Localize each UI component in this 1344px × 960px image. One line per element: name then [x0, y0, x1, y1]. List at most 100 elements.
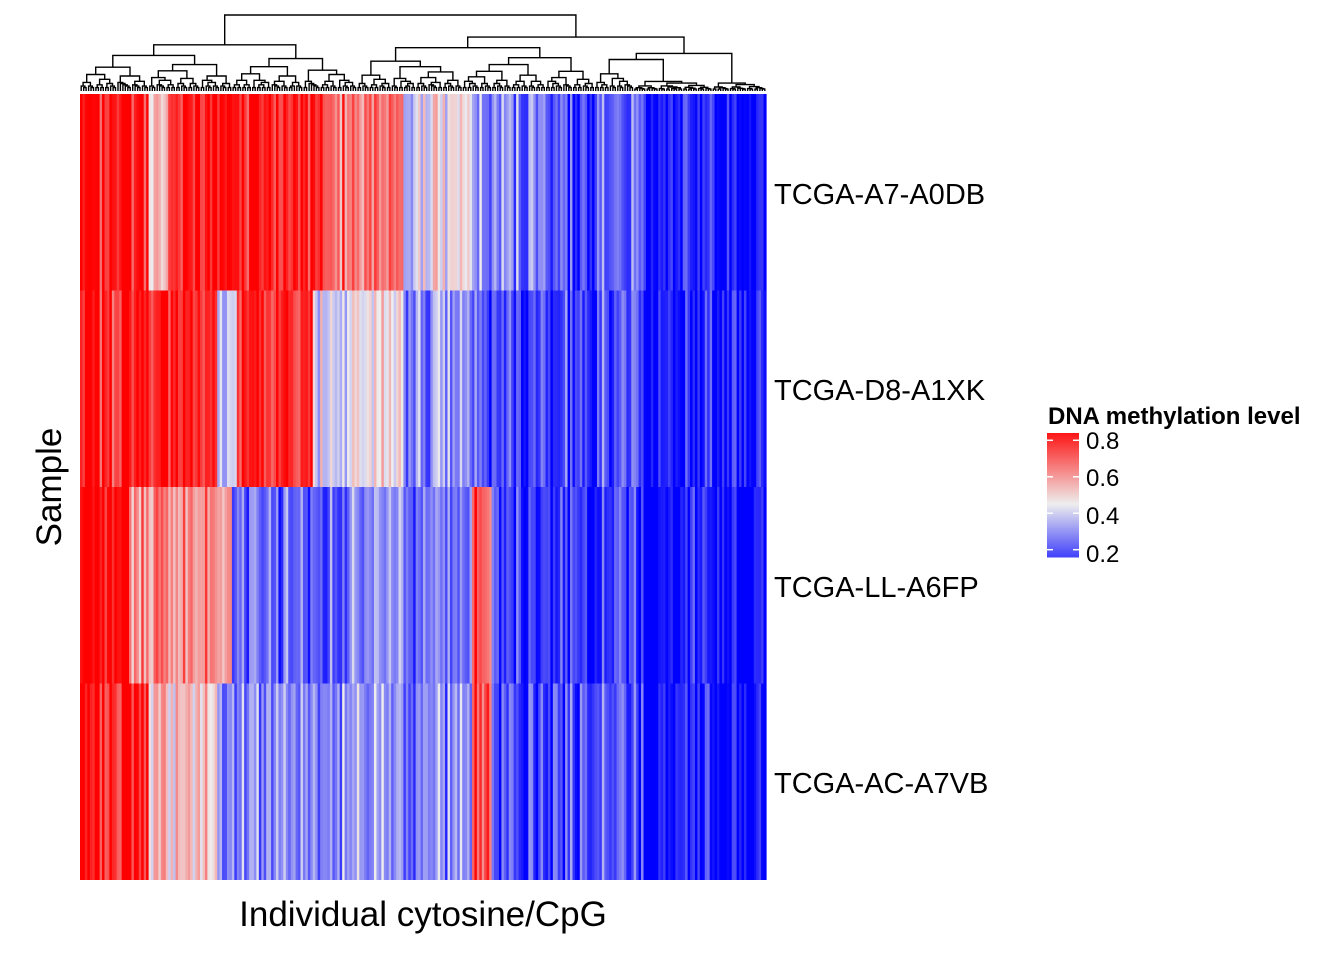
heatmap-cell [239, 487, 243, 684]
heatmap-cell [182, 290, 186, 487]
heatmap-cell [249, 683, 253, 880]
heatmap-cell [386, 487, 390, 684]
heatmap-cell [383, 683, 387, 880]
heatmap-cell [244, 683, 248, 880]
heatmap-cell [163, 94, 167, 291]
heatmap-cell [170, 683, 174, 880]
dendrogram-branch [237, 86, 242, 91]
heatmap-cell [356, 487, 360, 684]
heatmap-cell [535, 290, 539, 487]
heatmap-cell [364, 290, 368, 487]
heatmap-cell [721, 683, 725, 880]
heatmap-cell [222, 487, 226, 684]
heatmap-cell [756, 487, 760, 684]
dendrogram-branch [634, 88, 639, 91]
dendrogram-branch [256, 86, 261, 91]
heatmap-cell [168, 290, 172, 487]
heatmap-cell [432, 487, 436, 684]
heatmap-cell [268, 290, 272, 487]
legend-color-step [1047, 513, 1079, 517]
heatmap-cell [758, 683, 762, 880]
heatmap-cell [165, 487, 169, 684]
heatmap-cell [643, 487, 647, 684]
dendrogram-branch [399, 86, 403, 91]
heatmap-cell [106, 683, 110, 880]
heatmap-cell [359, 683, 363, 880]
heatmap-cell [579, 94, 583, 291]
heatmap-cell [229, 683, 233, 880]
heatmap-cell [472, 487, 476, 684]
heatmap-cell [325, 683, 329, 880]
heatmap-cell [513, 94, 517, 291]
heatmap-cell [200, 683, 204, 880]
heatmap-cell [489, 487, 493, 684]
heatmap-cell [268, 94, 272, 291]
dendrogram-branch [247, 86, 251, 91]
heatmap-cell [158, 94, 162, 291]
heatmap-cell [219, 487, 223, 684]
heatmap-cell [596, 94, 600, 291]
dendrogram-branch [479, 86, 484, 91]
heatmap-cell [119, 94, 123, 291]
heatmap-cell [631, 94, 635, 291]
heatmap-cell [663, 683, 667, 880]
heatmap-cell [388, 683, 392, 880]
heatmap-cell [209, 487, 213, 684]
heatmap-cell [457, 290, 461, 487]
heatmap-cell [187, 94, 191, 291]
heatmap-cell [178, 487, 182, 684]
heatmap-cell [182, 487, 186, 684]
heatmap-cell [207, 487, 211, 684]
heatmap-cell [481, 487, 485, 684]
heatmap-cell [349, 683, 353, 880]
dendrogram-branch [288, 86, 293, 91]
heatmap-cell [648, 487, 652, 684]
heatmap-cell [224, 290, 228, 487]
heatmap-cell [391, 683, 395, 880]
heatmap-cell [621, 94, 625, 291]
heatmap-cell [129, 94, 133, 291]
heatmap-cell [606, 94, 610, 291]
heatmap-cell [628, 94, 632, 291]
dendrogram-branch [541, 86, 545, 91]
dendrogram-branch [153, 44, 297, 59]
heatmap-cell [748, 487, 752, 684]
dendrogram-branch [742, 88, 746, 91]
heatmap-cell [498, 94, 502, 291]
heatmap-cell [197, 487, 201, 684]
heatmap-cell [202, 94, 206, 291]
heatmap-cell [699, 683, 703, 880]
heatmap-cell [761, 290, 765, 487]
heatmap-cell [163, 290, 167, 487]
heatmap-cell [295, 487, 299, 684]
heatmap-cell [442, 290, 446, 487]
heatmap-cell [408, 94, 412, 291]
heatmap-cell [511, 487, 515, 684]
heatmap-cell [312, 94, 316, 291]
heatmap-cell [332, 94, 336, 291]
heatmap-cell [702, 683, 706, 880]
heatmap-cell [258, 683, 262, 880]
heatmap-cell [369, 487, 373, 684]
legend-color-step [1047, 437, 1079, 440]
heatmap-cell [574, 487, 578, 684]
heatmap-cell [655, 683, 659, 880]
heatmap-cell [190, 683, 194, 880]
heatmap-cell [479, 94, 483, 291]
heatmap-cell [682, 487, 686, 684]
heatmap-cell [447, 487, 451, 684]
heatmap-cell [148, 487, 152, 684]
heatmap-cell [498, 683, 502, 880]
heatmap-cell [273, 487, 277, 684]
heatmap-cell [398, 94, 402, 291]
heatmap-cell [305, 683, 309, 880]
heatmap-cell [418, 94, 422, 291]
heatmap-cell [440, 290, 444, 487]
heatmap-cell [285, 290, 289, 487]
heatmap-cell [570, 94, 574, 291]
heatmap-cell [734, 683, 738, 880]
heatmap-cell [266, 683, 270, 880]
heatmap-cell [663, 94, 667, 291]
heatmap-cell [366, 683, 370, 880]
heatmap-cell [376, 683, 380, 880]
